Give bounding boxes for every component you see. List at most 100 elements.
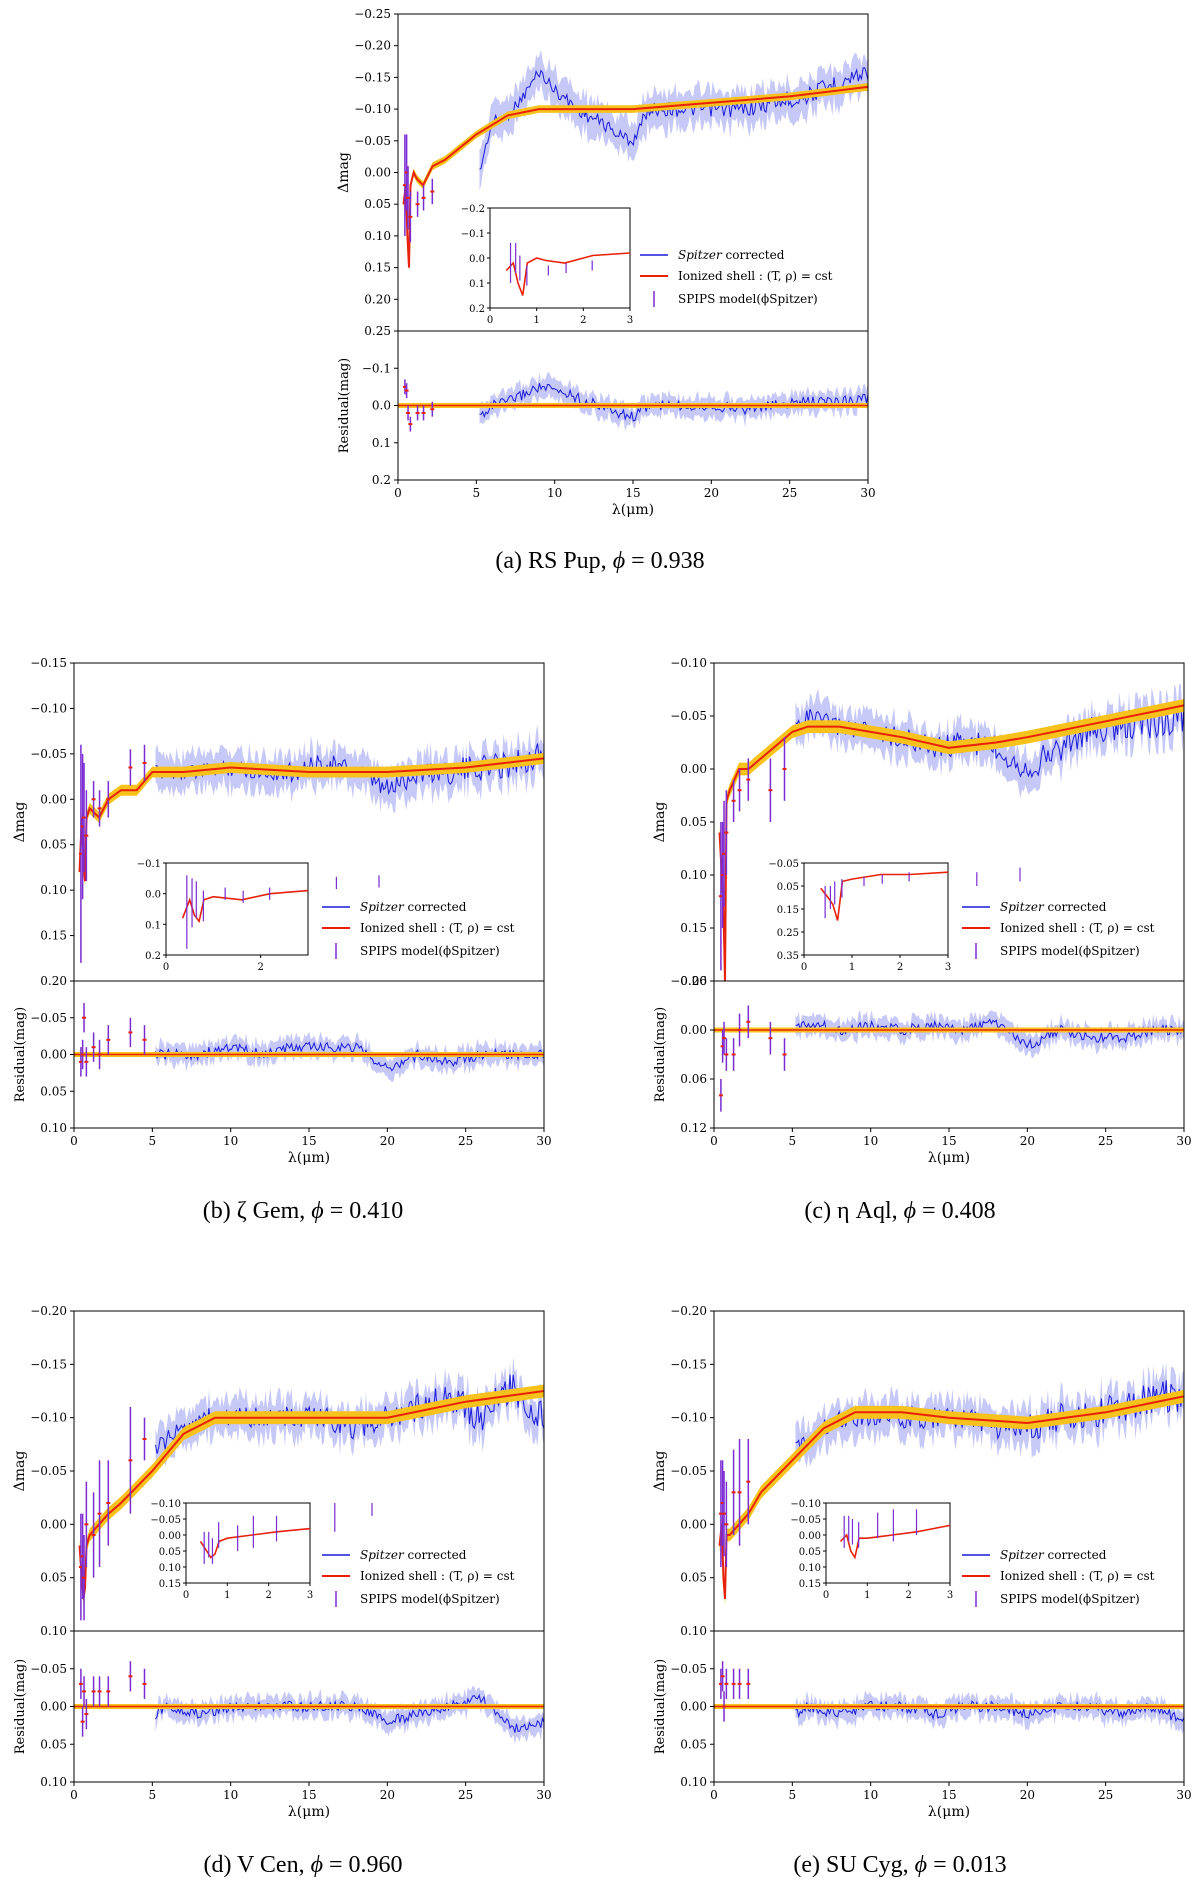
y-tick-label: 0.00 xyxy=(680,1517,707,1531)
y-tick-label: −0.05 xyxy=(30,747,67,761)
inset-y-tick-label: 0.05 xyxy=(159,1547,181,1558)
x-tick-label: 30 xyxy=(536,1134,551,1148)
x-tick-label: 15 xyxy=(301,1788,316,1802)
y-tick-label: 0.25 xyxy=(364,324,391,338)
x-axis-label: λ(μm) xyxy=(612,502,654,518)
legend-spitzer-rest: corrected xyxy=(722,248,785,262)
y-tick-label: −0.20 xyxy=(30,1304,67,1318)
legend-shell-label: Ionized shell : (T, ρ) = cst xyxy=(1000,1569,1155,1583)
residual-uncertainty-band xyxy=(795,1009,1184,1059)
x-axis-label: λ(μm) xyxy=(288,1804,330,1820)
caption-c-value: = 0.408 xyxy=(916,1198,996,1224)
ionized-shell-line xyxy=(78,757,545,882)
legend-shell-label: Ionized shell : (T, ρ) = cst xyxy=(678,269,833,283)
caption-c-label: (c) η Aql, xyxy=(804,1198,904,1224)
legend-spitzer-label: Spitzer corrected xyxy=(360,1548,467,1562)
caption-e-phi: ϕ xyxy=(914,1852,928,1878)
inset-y-tick-label: −0.1 xyxy=(137,859,161,870)
legend-spitzer-label: Spitzer corrected xyxy=(1000,900,1107,914)
residual-y-tick-label: 0.10 xyxy=(40,1121,67,1135)
residual-y-tick-label: 0.10 xyxy=(40,1775,67,1789)
residual-y-tick-label: 0.05 xyxy=(40,1737,67,1751)
x-tick-label: 15 xyxy=(941,1788,956,1802)
residual-y-tick-label: 0.05 xyxy=(40,1084,67,1098)
inset-frame xyxy=(825,1502,951,1584)
x-tick-label: 5 xyxy=(149,1788,157,1802)
inset-y-tick-label: 0.05 xyxy=(799,1547,821,1558)
y-tick-label: −0.05 xyxy=(670,1464,707,1478)
caption-d-label: (d) V Cen, xyxy=(203,1852,311,1878)
x-tick-label: 10 xyxy=(863,1134,878,1148)
inset-x-tick-label: 3 xyxy=(947,1590,953,1601)
x-tick-label: 20 xyxy=(1020,1134,1035,1148)
residual-y-tick-label: 0.05 xyxy=(680,1737,707,1751)
inset-y-tick-label: −0.05 xyxy=(768,859,799,870)
legend-spitzer-rest: corrected xyxy=(1044,900,1107,914)
legend-spips-label: SPIPS model(ϕSpitzer) xyxy=(360,1592,500,1606)
residual-y-tick-label: 0.00 xyxy=(680,1023,707,1037)
residual-y-tick-label: 0.0 xyxy=(372,399,391,413)
legend-spips-label: SPIPS model(ϕSpitzer) xyxy=(1000,944,1140,958)
x-tick-label: 20 xyxy=(380,1788,395,1802)
x-tick-label: 25 xyxy=(782,486,797,500)
inset-frame xyxy=(489,207,631,309)
y-tick-label: 0.00 xyxy=(40,1517,67,1531)
inset-x-tick-label: 0 xyxy=(487,315,493,326)
y-tick-label: 0.05 xyxy=(364,197,391,211)
y-tick-label: 0.15 xyxy=(680,921,707,935)
inset-x-tick-label: 2 xyxy=(905,1590,911,1601)
inset-y-tick-label: −0.2 xyxy=(461,204,485,215)
inset-y-tick-label: 0.15 xyxy=(799,1579,821,1590)
y-axis-label-bottom: Residual(mag) xyxy=(653,1659,668,1754)
inset-x-tick-label: 0 xyxy=(823,1590,829,1601)
x-tick-label: 0 xyxy=(710,1788,718,1802)
inset-y-tick-label: −0.05 xyxy=(150,1515,181,1526)
inset-y-tick-label: 0.00 xyxy=(159,1531,181,1542)
x-tick-label: 10 xyxy=(863,1788,878,1802)
ionized-shell-band xyxy=(79,752,544,887)
panel-a: −0.25−0.20−0.15−0.10−0.050.000.050.100.1… xyxy=(336,7,876,518)
inset-x-tick-label: 2 xyxy=(897,962,903,973)
caption-d-value: = 0.960 xyxy=(322,1852,403,1878)
x-tick-label: 25 xyxy=(1098,1788,1113,1802)
inset-x-tick-label: 3 xyxy=(945,962,951,973)
residual-uncertainty-band xyxy=(155,1031,544,1082)
y-axis-label-bottom: Residual(mag) xyxy=(337,358,352,453)
legend-spitzer-label: Spitzer corrected xyxy=(678,248,785,262)
inset-y-tick-label: 0.15 xyxy=(159,1579,181,1590)
inset-y-tick-label: 0.25 xyxy=(777,928,799,939)
legend-spitzer-italic: Spitzer xyxy=(1000,900,1045,914)
y-axis-label-top: Δmag xyxy=(12,1451,28,1492)
panel-e: −0.20 −0.15 −0.10 −0.05 0.00 0.05 0.10 Δmag −0.1… xyxy=(652,1304,1192,1820)
x-tick-label: 0 xyxy=(394,486,402,500)
y-tick-label: −0.15 xyxy=(30,1357,67,1371)
x-tick-label: 20 xyxy=(380,1134,395,1148)
inset-y-tick-label: 0.35 xyxy=(777,951,799,962)
inset-y-tick-label: 0.0 xyxy=(469,254,485,265)
caption-c-phi: ϕ xyxy=(903,1198,917,1224)
caption-b-phi: ϕ xyxy=(311,1198,324,1224)
inset-x-tick-label: 1 xyxy=(533,315,539,326)
legend-shell-label: Ionized shell : (T, ρ) = cst xyxy=(1000,921,1155,935)
residual-y-tick-label: 0.1 xyxy=(372,436,391,450)
x-tick-label: 25 xyxy=(1098,1134,1113,1148)
legend-spips-label: SPIPS model(ϕSpitzer) xyxy=(360,944,500,958)
x-tick-label: 0 xyxy=(70,1788,78,1802)
y-tick-label: −0.10 xyxy=(30,1411,67,1425)
y-axis-label-bottom: Residual(mag) xyxy=(13,1659,28,1754)
legend-shell-label: Ionized shell : (T, ρ) = cst xyxy=(360,1569,515,1583)
residual-y-tick-label: −0.05 xyxy=(30,1662,67,1676)
residual-y-tick-label: 0.00 xyxy=(40,1048,67,1062)
inset-y-tick-label: 0.05 xyxy=(777,882,799,893)
x-tick-label: 0 xyxy=(710,1134,718,1148)
ionized-shell-line xyxy=(402,85,869,268)
residual-y-tick-label: 0.00 xyxy=(40,1700,67,1714)
x-tick-label: 15 xyxy=(941,1134,956,1148)
caption-a-label: (a) RS Pup, xyxy=(495,548,613,574)
inset-x-tick-label: 3 xyxy=(307,1590,313,1601)
residual-spitzer-line xyxy=(795,1018,1185,1049)
y-axis-label-top: Δmag xyxy=(652,1451,668,1492)
caption-b: (b) ζ Gem, ϕ = 0.410 xyxy=(203,1198,404,1225)
inset-y-tick-label: 0.2 xyxy=(145,951,161,962)
x-tick-label: 5 xyxy=(789,1788,797,1802)
